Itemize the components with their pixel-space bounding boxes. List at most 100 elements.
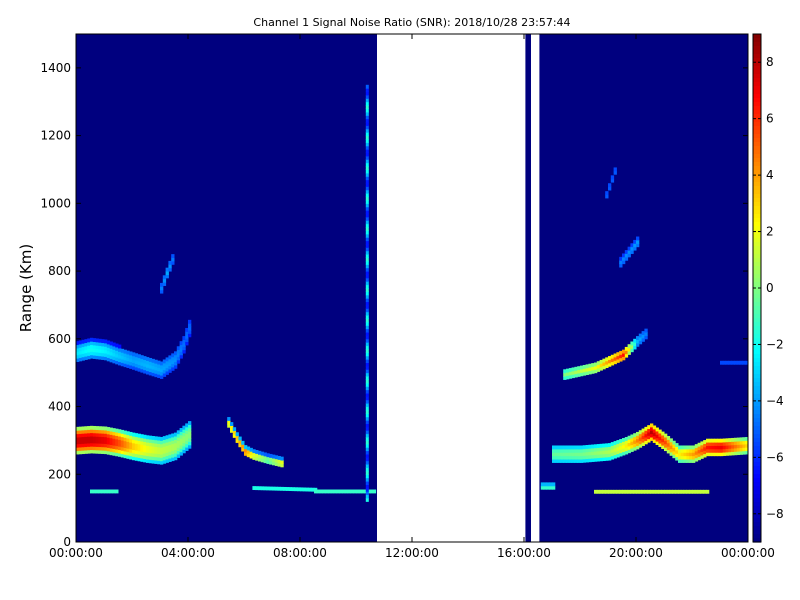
heatmap-cell [165, 370, 169, 375]
heatmap-cell [92, 341, 97, 346]
heatmap-cell [162, 459, 167, 464]
colorbar-segment [753, 218, 761, 223]
heatmap-cell [106, 447, 111, 452]
heatmap-cell [563, 376, 567, 380]
heatmap-cell [686, 452, 690, 457]
heatmap-cell [336, 489, 340, 494]
heatmap-cell [109, 344, 113, 349]
heatmap-cell [594, 454, 598, 459]
colorbar-segment [753, 226, 761, 231]
heatmap-cell [146, 448, 150, 453]
heatmap-cell [78, 443, 83, 448]
heatmap-cell [365, 105, 369, 110]
heatmap-cell [118, 354, 122, 359]
heatmap-cell [708, 445, 713, 450]
heatmap-cell [630, 243, 634, 248]
heatmap-cell [118, 344, 122, 349]
heatmap-cell [365, 376, 369, 380]
heatmap-cell [241, 444, 245, 449]
heatmap-cell [365, 257, 369, 262]
heatmap-cell [365, 433, 369, 438]
heatmap-cell [627, 344, 631, 349]
heatmap-cell [596, 444, 601, 448]
heatmap-cell [742, 447, 746, 452]
heatmap-cell [104, 433, 108, 438]
colorbar-segment [753, 202, 761, 207]
heatmap-cell [176, 450, 181, 455]
heatmap-cell [365, 196, 369, 201]
heatmap-cell [87, 352, 91, 356]
heatmap-cell [143, 458, 147, 463]
heatmap-cell [633, 433, 637, 438]
heatmap-cell [160, 443, 164, 448]
heatmap-cell [162, 442, 167, 447]
heatmap-cell [165, 445, 169, 450]
heatmap-cell [372, 489, 377, 494]
heatmap-cell [591, 451, 595, 456]
heatmap-cell [692, 459, 696, 463]
heatmap-cell [87, 345, 91, 350]
y-tick-label: 200 [48, 467, 71, 481]
colorbar-segment [753, 142, 761, 147]
heatmap-cell [602, 489, 606, 494]
heatmap-cell [641, 442, 645, 446]
heatmap-cell [560, 452, 564, 457]
heatmap-cell [594, 365, 598, 370]
heatmap-cell [165, 367, 169, 372]
x-tick-label: 16:00:00 [497, 546, 551, 560]
heatmap-cell [129, 351, 133, 356]
heatmap-cell [596, 367, 601, 372]
heatmap-cell [162, 369, 167, 374]
heatmap-cell [129, 361, 133, 366]
heatmap-cell [365, 365, 369, 370]
heatmap-cell [627, 250, 631, 254]
heatmap-cell [286, 487, 290, 491]
heatmap-cell [238, 439, 242, 444]
heatmap-cell [552, 452, 556, 457]
heatmap-cell [188, 333, 192, 338]
heatmap-cell [157, 360, 161, 365]
x-tick-label: 00:00:00 [721, 546, 775, 560]
heatmap-cell [365, 254, 369, 259]
heatmap-cell [546, 485, 550, 490]
heatmap-cell [683, 452, 687, 457]
heatmap-cell [137, 437, 141, 441]
heatmap-cell [126, 438, 130, 442]
heatmap-cell [619, 449, 623, 454]
heatmap-cell [151, 449, 155, 454]
heatmap-cell [263, 459, 267, 464]
heatmap-cell [171, 447, 175, 451]
heatmap-cell [566, 459, 570, 463]
heatmap-cell [739, 360, 743, 365]
heatmap-cell [87, 426, 91, 430]
heatmap-cell [112, 451, 116, 456]
heatmap-cell [123, 359, 127, 364]
heatmap-cell [104, 349, 108, 354]
heatmap-cell [610, 354, 615, 359]
heatmap-cell [365, 230, 369, 235]
heatmap-cell [258, 486, 262, 491]
heatmap-cell [641, 438, 645, 443]
heatmap-cell [557, 452, 561, 457]
heatmap-cell [563, 445, 567, 450]
heatmap-cell [580, 368, 584, 373]
heatmap-cell [599, 453, 603, 458]
heatmap-cell [98, 426, 102, 431]
heatmap-cell [171, 254, 175, 259]
heatmap-cell [675, 443, 679, 447]
heatmap-cell [129, 445, 133, 450]
heatmap-cell [365, 247, 369, 252]
heatmap-cell [154, 443, 158, 447]
heatmap-cell [81, 356, 85, 361]
colorbar-segment [753, 34, 761, 39]
heatmap-cell [365, 176, 369, 181]
heatmap-cell [697, 456, 701, 461]
heatmap-cell [84, 449, 88, 454]
heatmap-cell [613, 489, 617, 494]
heatmap-cell [731, 441, 735, 446]
colorbar-segment [753, 246, 761, 251]
heatmap-cell [157, 446, 161, 451]
heatmap-cell [140, 355, 144, 360]
heatmap-cell [599, 457, 603, 462]
heatmap-cell [585, 445, 589, 449]
